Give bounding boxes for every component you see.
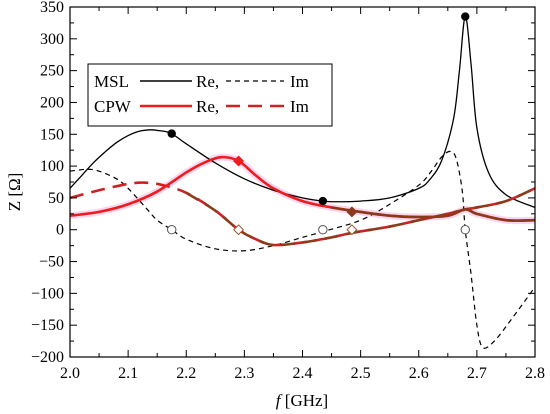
- y-tick-label: −200: [31, 349, 64, 366]
- legend-msl-label: MSL: [94, 72, 129, 91]
- cpw-marker-brown-diamond: [346, 206, 358, 218]
- y-tick-label: −100: [31, 285, 64, 302]
- msl-marker-filled: [461, 12, 470, 21]
- cpw-marker-open-diamond: [346, 224, 358, 236]
- cpw-im-line: [69, 181, 536, 247]
- legend-msl-re-label: Re,: [196, 72, 219, 91]
- x-tick-label: 2.8: [525, 365, 545, 382]
- y-tick-label: 150: [40, 126, 64, 143]
- legend: MSL Re, Im CPW Re, Im: [87, 63, 333, 127]
- y-tick-label: 0: [56, 222, 64, 239]
- y-tick-label: 100: [40, 158, 64, 175]
- legend-cpw-im-label: Im: [290, 97, 309, 116]
- cpw-re-highlight: [69, 153, 536, 225]
- msl-marker-open: [167, 225, 177, 235]
- y-tick-label: −150: [31, 317, 64, 334]
- x-tick-label: 2.2: [176, 365, 196, 382]
- legend-cpw-re-label: Re,: [196, 97, 219, 116]
- y-tick-label: 50: [48, 190, 64, 207]
- cpw-marker-open-diamond: [233, 224, 245, 236]
- x-tick-label: 2.6: [409, 365, 429, 382]
- msl-marker-filled: [167, 129, 176, 138]
- axes: −200 −150 −100 −50 0 50 100 150 200 250 300 350 2.0 2…: [31, 0, 545, 382]
- msl-marker-filled: [318, 196, 328, 206]
- msl-marker-open: [460, 225, 470, 235]
- y-tick-label: 300: [40, 31, 64, 48]
- msl-marker-open: [318, 225, 328, 235]
- x-tick-label: 2.4: [293, 365, 313, 382]
- legend-box: [87, 63, 333, 127]
- cpw-re-brown-segment: [331, 206, 536, 222]
- x-axis-label-unit: [GHz]: [281, 391, 329, 410]
- cpw-marker-red-diamond: [233, 155, 245, 167]
- legend-cpw-label: CPW: [94, 97, 132, 116]
- y-tick-label: 250: [40, 63, 64, 80]
- x-tick-label: 2.7: [467, 365, 487, 382]
- legend-msl-im-label: Im: [290, 72, 309, 91]
- y-tick-label: −50: [39, 254, 64, 271]
- x-axis-label: f [GHz]: [276, 391, 328, 410]
- x-tick-label: 2.3: [234, 365, 254, 382]
- x-tick-label: 2.1: [118, 365, 138, 382]
- x-tick-label: 2.0: [60, 365, 80, 382]
- y-tick-label: 200: [40, 94, 64, 111]
- y-axis-label: Z [Ω]: [5, 173, 24, 212]
- msl-im-line: [69, 150, 536, 349]
- plot-area: [69, 12, 536, 349]
- x-axis-label-symbol: f: [276, 391, 283, 410]
- x-tick-label: 2.5: [351, 365, 371, 382]
- y-tick-label: 350: [40, 0, 64, 16]
